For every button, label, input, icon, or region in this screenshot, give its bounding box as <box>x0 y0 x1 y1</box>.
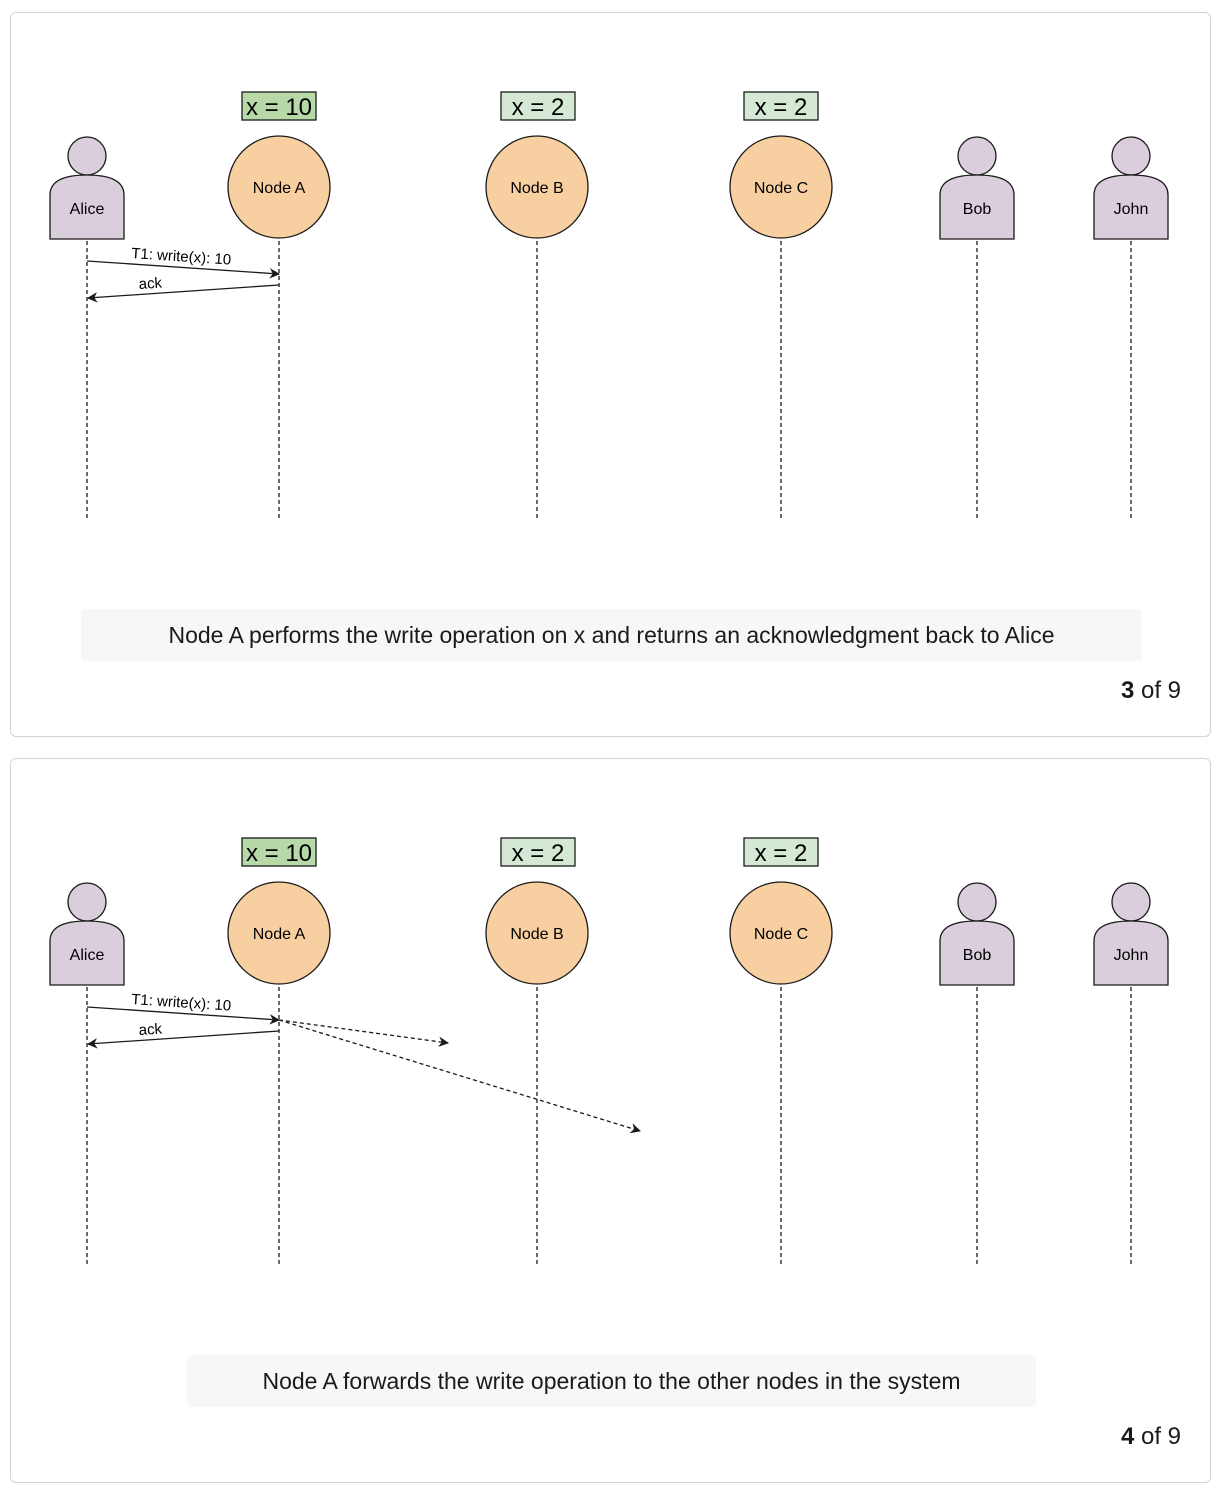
sequence-diagram: x = 10 x = 2 x = 2 Alice Bob John <box>49 91 1169 520</box>
message-write-arrow <box>86 1006 281 1025</box>
actor-john: John <box>1093 136 1169 240</box>
forward-to-node-b-arrow <box>278 1019 450 1047</box>
node-a: Node A <box>227 881 331 985</box>
state-node-a-label: x = 10 <box>246 94 312 121</box>
actor-bob-label: Bob <box>963 947 992 964</box>
node-a: Node A <box>227 135 331 239</box>
slide-counter-current: 4 <box>1120 1423 1135 1450</box>
state-node-c: x = 2 <box>743 837 819 867</box>
state-node-a: x = 10 <box>241 837 317 867</box>
actor-alice-label: Alice <box>70 947 105 964</box>
actor-alice-label: Alice <box>70 201 105 218</box>
message-write-arrow <box>86 260 281 279</box>
state-node-b: x = 2 <box>500 837 576 867</box>
actor-john-label: John <box>1114 947 1149 964</box>
state-node-a-label: x = 10 <box>246 840 312 867</box>
slide-counter-total: of 9 <box>1134 677 1181 704</box>
slide-caption: Node A forwards the write operation to t… <box>187 1355 1036 1407</box>
node-c: Node C <box>729 135 833 239</box>
node-c-label: Node C <box>754 180 808 197</box>
actor-john: John <box>1093 882 1169 986</box>
actor-alice: Alice <box>49 136 125 240</box>
state-node-b-label: x = 2 <box>512 94 565 121</box>
node-a-label: Node A <box>253 926 306 943</box>
node-c: Node C <box>729 881 833 985</box>
forward-to-node-c-arrow <box>278 1019 641 1134</box>
message-ack-label: ack <box>138 274 163 293</box>
state-node-c: x = 2 <box>743 91 819 121</box>
state-node-b: x = 2 <box>500 91 576 121</box>
actor-bob-label: Bob <box>963 201 992 218</box>
message-ack-arrow <box>86 1030 280 1049</box>
node-b-label: Node B <box>510 180 563 197</box>
actor-bob: Bob <box>939 136 1015 240</box>
node-c-label: Node C <box>754 926 808 943</box>
node-b: Node B <box>485 881 589 985</box>
actor-john-label: John <box>1114 201 1149 218</box>
slide-counter: 4 of 9 <box>1121 1423 1181 1451</box>
actor-bob: Bob <box>939 882 1015 986</box>
node-a-label: Node A <box>253 180 306 197</box>
message-ack-label: ack <box>138 1020 163 1039</box>
slide-counter-total: of 9 <box>1134 1423 1181 1450</box>
slide-3: x = 10 x = 2 x = 2 Alice Bob John <box>10 12 1211 737</box>
message-write-label: T1: write(x): 10 <box>131 991 232 1015</box>
node-b: Node B <box>485 135 589 239</box>
state-node-a: x = 10 <box>241 91 317 121</box>
state-node-c-label: x = 2 <box>755 94 808 121</box>
sequence-diagram: x = 10 x = 2 x = 2 Alice Bob John Node <box>49 837 1169 1266</box>
actor-alice: Alice <box>49 882 125 986</box>
message-write-label: T1: write(x): 10 <box>131 245 232 269</box>
slide-caption: Node A performs the write operation on x… <box>81 609 1142 661</box>
state-node-c-label: x = 2 <box>755 840 808 867</box>
state-node-b-label: x = 2 <box>512 840 565 867</box>
slide-4: x = 10 x = 2 x = 2 Alice Bob John Node <box>10 758 1211 1483</box>
node-b-label: Node B <box>510 926 563 943</box>
slide-counter-current: 3 <box>1120 677 1135 704</box>
slide-counter: 3 of 9 <box>1121 677 1181 705</box>
message-ack-arrow <box>86 284 280 303</box>
